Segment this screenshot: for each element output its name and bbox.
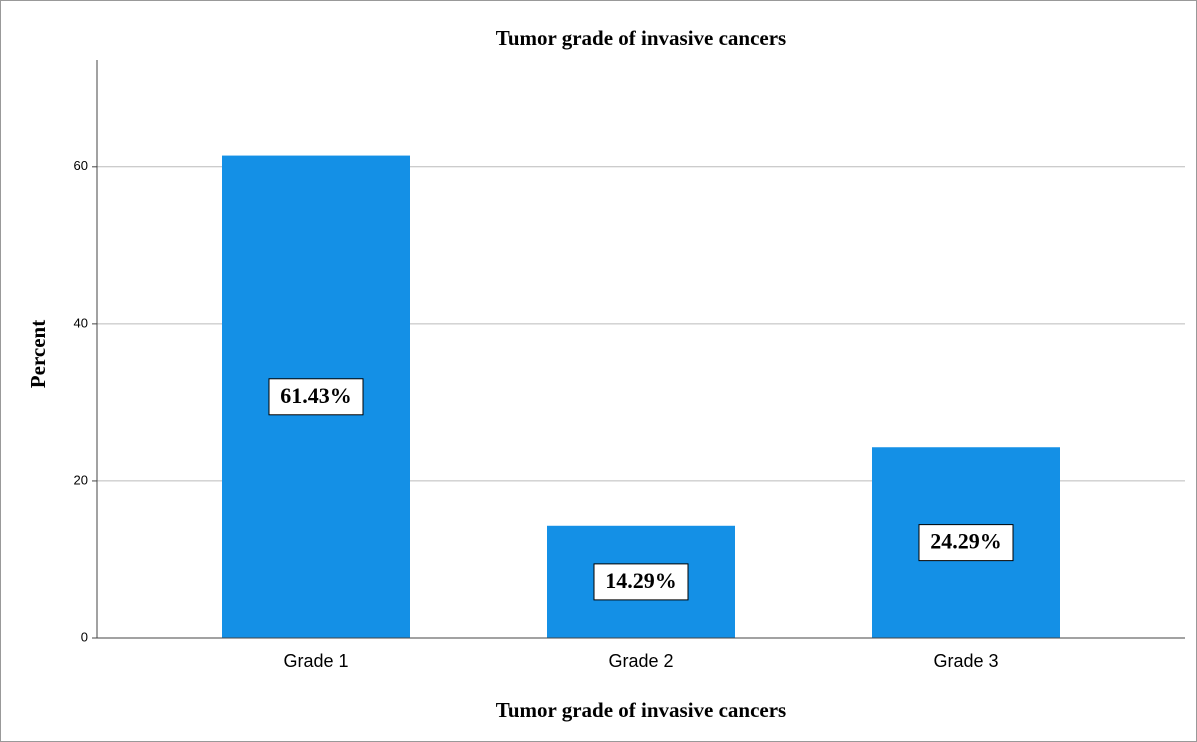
y-tick-label: 60 xyxy=(74,158,88,173)
x-tick-label: Grade 2 xyxy=(608,651,673,671)
y-axis-title: Percent xyxy=(26,320,50,388)
y-tick-label: 20 xyxy=(74,472,88,487)
x-axis-title: Tumor grade of invasive cancers xyxy=(496,698,786,722)
value-label: 24.29% xyxy=(930,529,1002,554)
x-tick-label: Grade 1 xyxy=(283,651,348,671)
y-tick-label: 0 xyxy=(81,629,88,644)
value-label: 14.29% xyxy=(605,568,677,593)
y-tick-label: 40 xyxy=(74,315,88,330)
chart-title: Tumor grade of invasive cancers xyxy=(496,26,786,50)
value-label: 61.43% xyxy=(280,383,352,408)
x-tick-label: Grade 3 xyxy=(933,651,998,671)
value-label-box xyxy=(918,524,1014,562)
value-label-box xyxy=(593,563,689,601)
value-label-box xyxy=(268,378,364,416)
